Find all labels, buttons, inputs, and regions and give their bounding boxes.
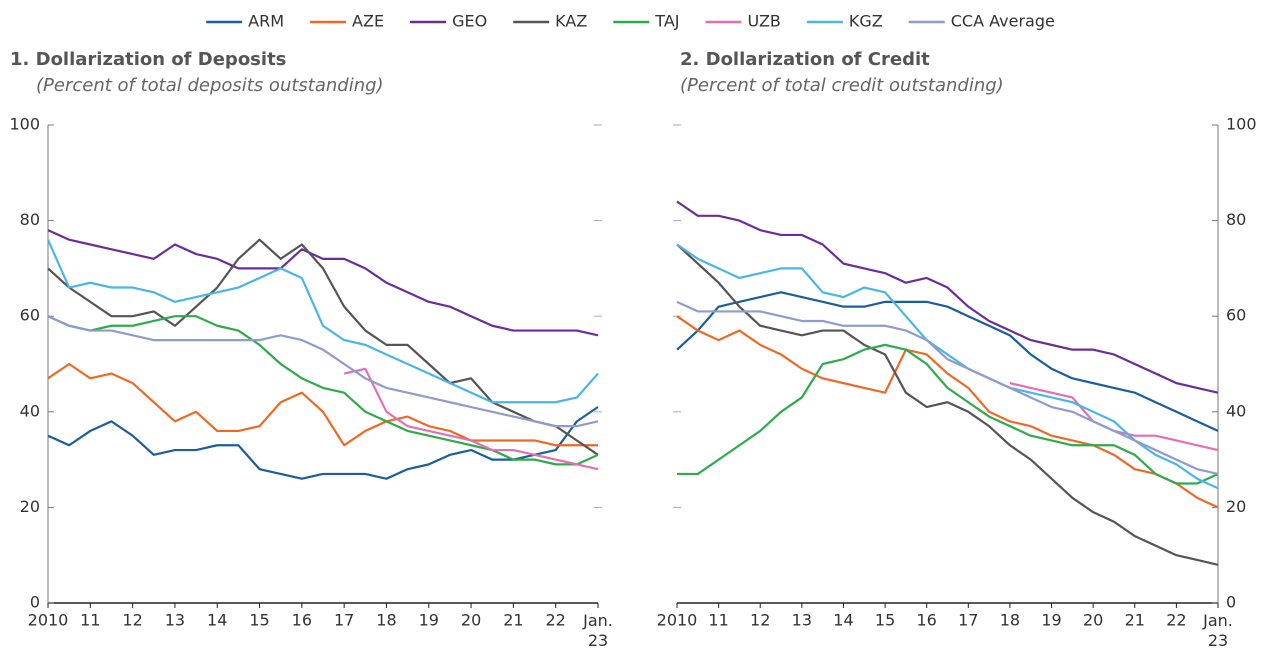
series-line: KGZ (46, 239, 599, 404)
x-tick-label: 17 (334, 611, 354, 630)
x-tick-label: 20 (461, 611, 481, 630)
x-tick-label: 19 (419, 611, 439, 630)
series-line: KAZ (47, 238, 599, 456)
series-line: GEO (47, 229, 599, 337)
x-tick-label: 13 (165, 611, 185, 630)
x-tick-label: 21 (1125, 611, 1145, 630)
y-tick-label: 40 (20, 401, 40, 420)
x-tick-label: 11 (80, 611, 100, 630)
x-tick-label: 22 (1166, 611, 1186, 630)
y-tick-label: 20 (1226, 497, 1246, 516)
series-line: CCA Average (676, 300, 1219, 476)
x-tick-label: 18 (1000, 611, 1020, 630)
x-tick-label: 18 (376, 611, 396, 630)
series-line: ARM (47, 406, 599, 480)
x-tick-label: Jan. 23 (582, 611, 613, 650)
y-tick-label: 100 (9, 115, 40, 134)
x-tick-label: 15 (249, 611, 269, 630)
x-tick-label: 16 (917, 611, 937, 630)
x-tick-label: 16 (292, 611, 312, 630)
x-tick-label: 14 (207, 611, 227, 630)
series-line: AZE (47, 362, 598, 447)
legend-label: TAJ (654, 12, 679, 31)
legend-label: UZB (748, 12, 781, 31)
legend-label: ARM (248, 12, 284, 31)
y-tick-label: 0 (1226, 593, 1236, 612)
series-line: UZB (343, 367, 599, 471)
x-tick-label: 17 (958, 611, 978, 630)
y-tick-label: 100 (1226, 115, 1257, 134)
series-line: CCA Average (47, 315, 599, 428)
x-tick-label: 2010 (28, 611, 69, 630)
series-line: KGZ (676, 243, 1219, 490)
series-line: GEO (676, 200, 1219, 394)
series-line: TAJ (677, 343, 1219, 485)
y-tick-label: 20 (20, 497, 40, 516)
y-tick-label: 60 (1226, 306, 1246, 325)
y-tick-label: 80 (1226, 210, 1246, 229)
x-tick-label: 14 (833, 611, 853, 630)
x-tick-label: 12 (750, 611, 770, 630)
chart-title: 1. Dollarization of Deposits (10, 49, 286, 70)
legend-label: CCA Average (951, 12, 1055, 31)
chart-subtitle: (Percent of total deposits outstanding) (36, 75, 384, 96)
x-tick-label: 13 (792, 611, 812, 630)
series-line: ARM (676, 291, 1219, 432)
legend: ARM AZE GEO KAZ TAJ UZB KGZ CCA Average (206, 12, 1055, 31)
series-line: KAZ (676, 243, 1219, 566)
x-tick-label: 15 (875, 611, 895, 630)
y-tick-label: 80 (20, 210, 40, 229)
series-line: TAJ (47, 315, 599, 466)
x-tick-label: 20 (1083, 611, 1103, 630)
chart-title: 2. Dollarization of Credit (680, 49, 930, 70)
x-tick-label: 19 (1041, 611, 1061, 630)
y-tick-label: 40 (1226, 401, 1246, 420)
x-tick-label: Jan. 23 (1202, 611, 1233, 650)
y-tick-label: 60 (20, 306, 40, 325)
legend-label: KGZ (849, 12, 883, 31)
x-tick-label: 2010 (657, 611, 698, 630)
x-tick-label: 21 (503, 611, 523, 630)
series-line: AZE (676, 315, 1219, 509)
x-tick-label: 12 (122, 611, 142, 630)
legend-label: AZE (352, 12, 384, 31)
x-tick-label: 22 (546, 611, 566, 630)
x-tick-label: 11 (708, 611, 728, 630)
legend-label: KAZ (555, 12, 587, 31)
legend-label: GEO (452, 12, 487, 31)
chart-subtitle: (Percent of total credit outstanding) (680, 75, 1004, 96)
y-tick-label: 0 (30, 593, 40, 612)
